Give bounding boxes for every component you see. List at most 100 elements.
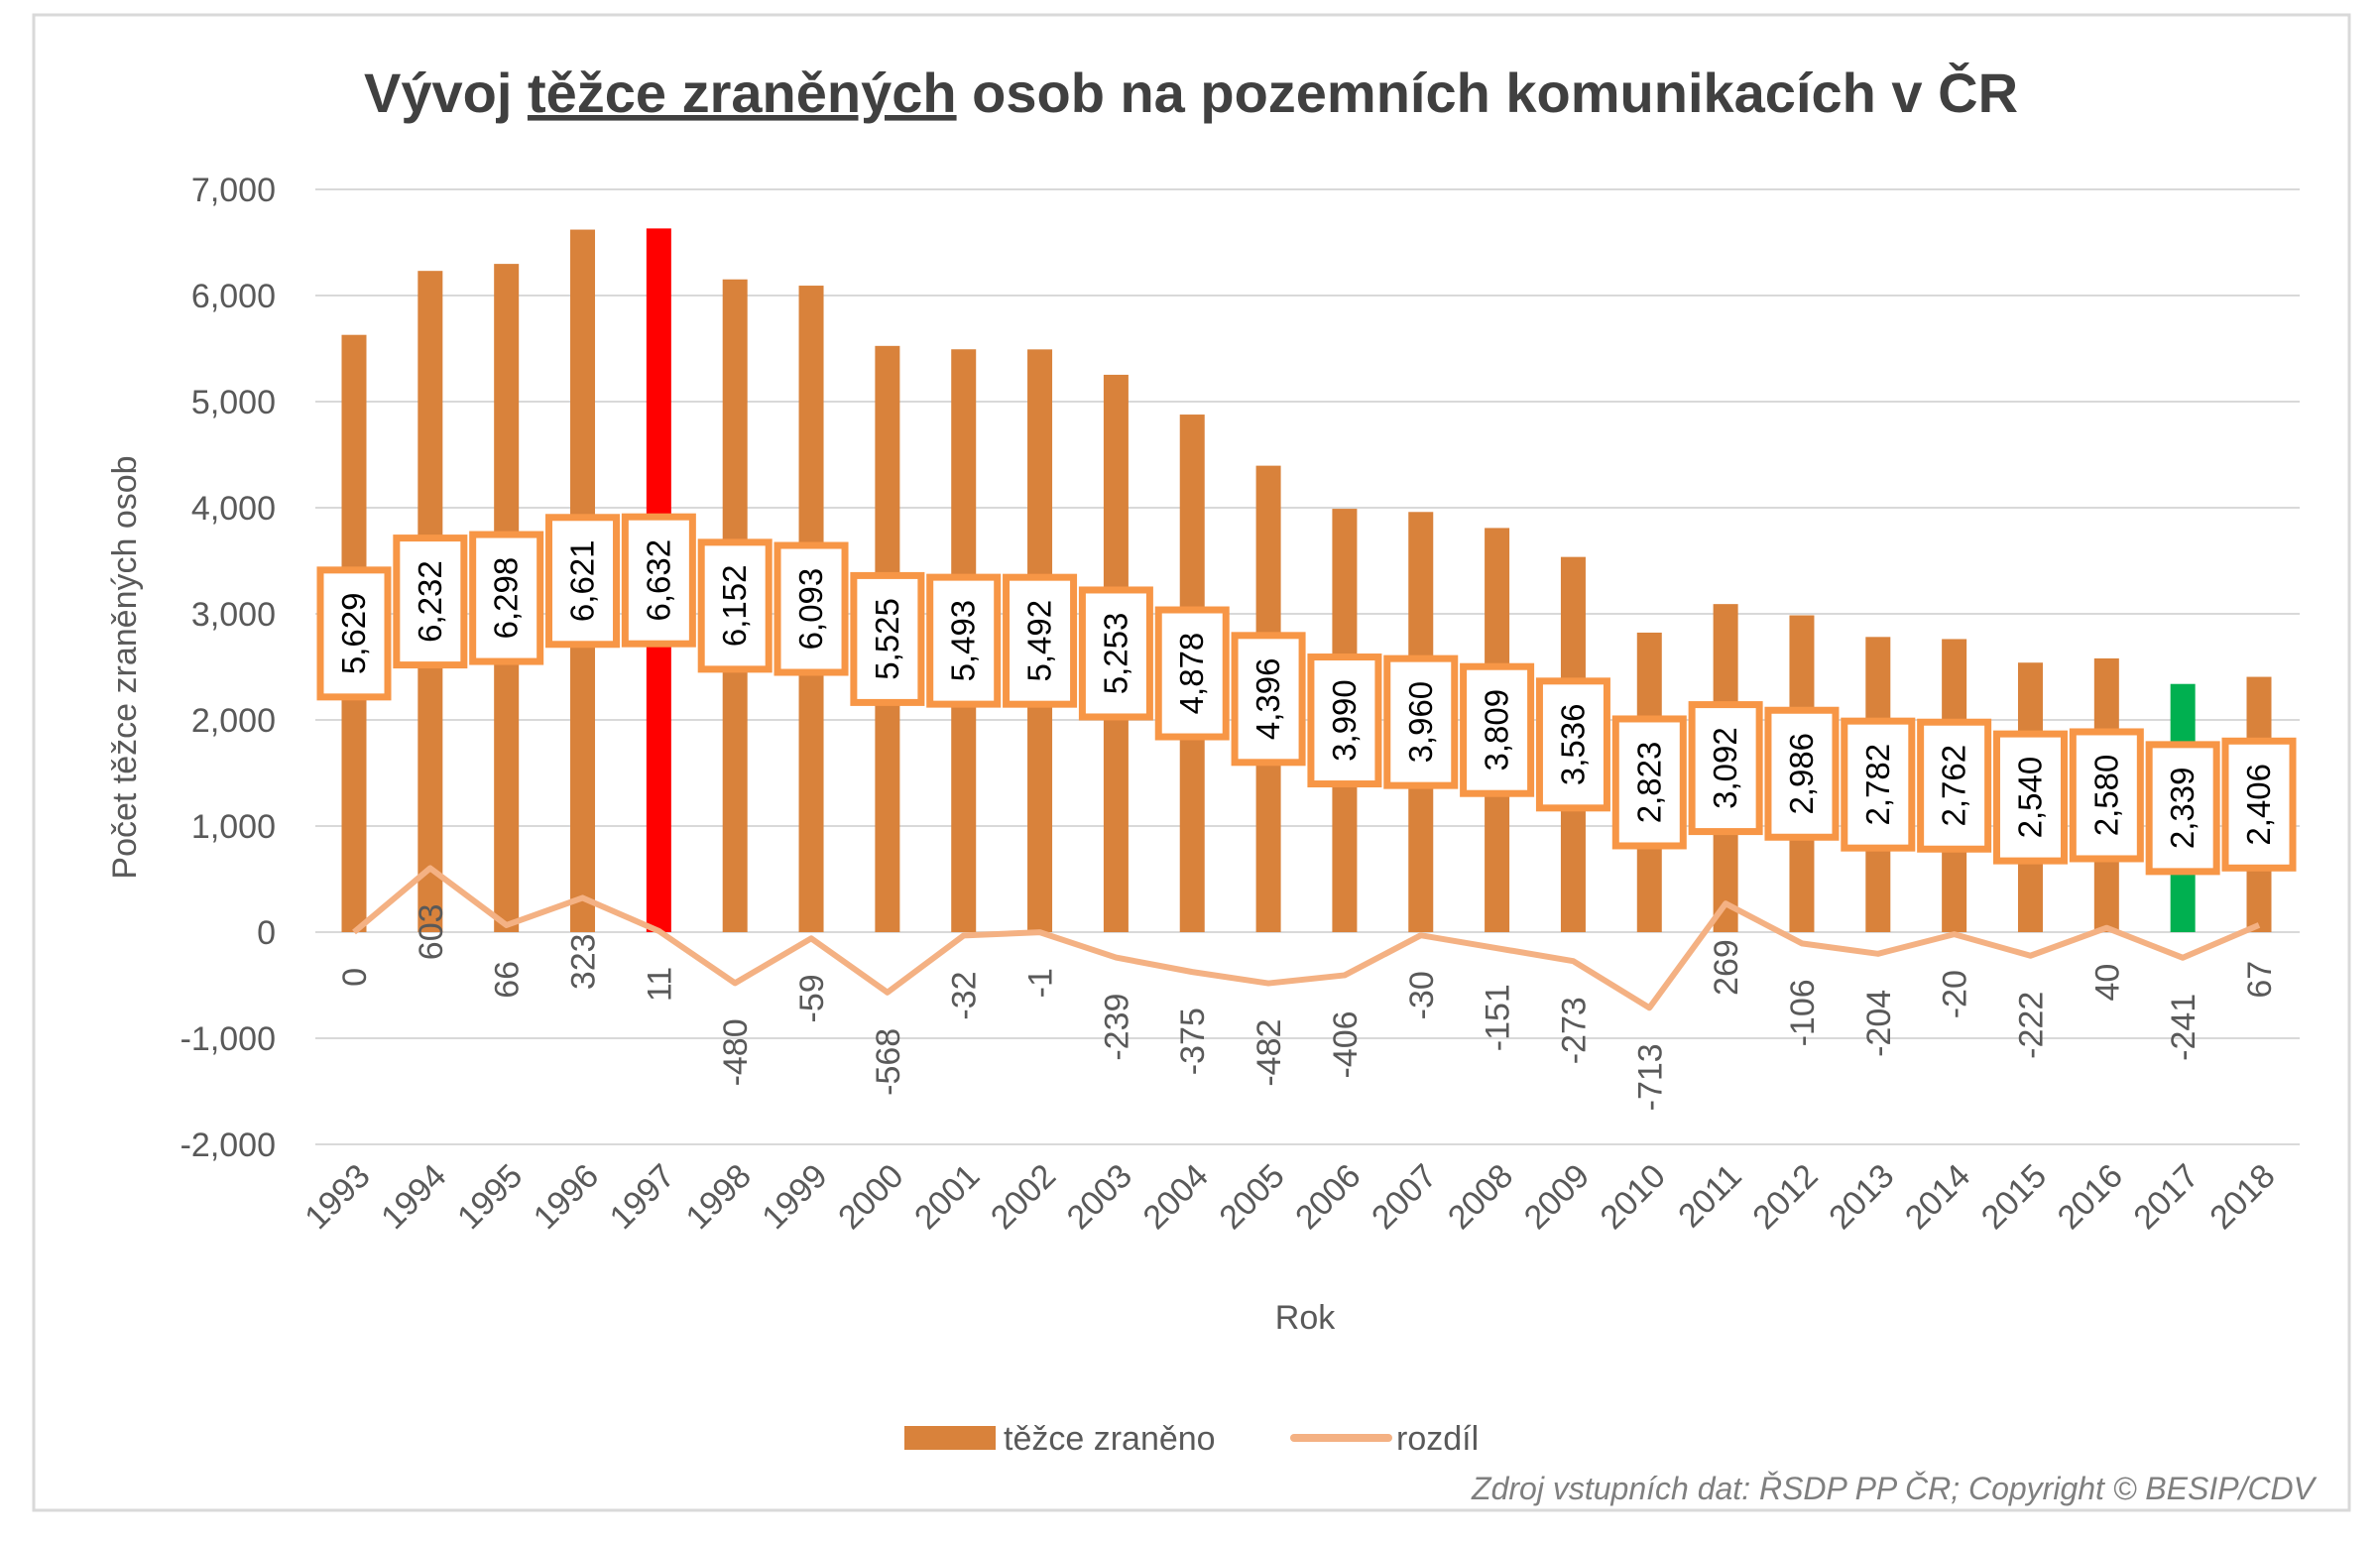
line-data-label: 323	[565, 933, 603, 990]
legend-label-line: rozdíl	[1396, 1420, 1479, 1458]
y-tick-label: 0	[257, 914, 276, 952]
series-line-rozdil	[352, 865, 2261, 1011]
line-data-label: 0	[336, 968, 374, 987]
bar-label-box	[2145, 741, 2220, 876]
bar-data-label: 6,621	[564, 539, 601, 622]
bar-label-box	[850, 571, 925, 706]
line-data-label: -482	[1250, 1019, 1288, 1087]
line-data-labels: 0 603 66 323 11 -480 -59 -568 -32 -1 -239 -375 -482 -…	[336, 903, 2279, 1111]
bar-label-box	[1307, 653, 1382, 788]
legend-swatch-bar	[904, 1426, 996, 1450]
bar-data-label: 2,823	[1630, 742, 1667, 824]
bar-label-box	[2221, 737, 2297, 872]
y-tick-labels: 7,000 6,000 5,000 4,000 3,000 2,000 1,000 0 -1,0…	[180, 172, 276, 1164]
bar-label-box	[1154, 606, 1230, 741]
line-data-label: -20	[1937, 970, 1974, 1018]
bar-data-label: 6,152	[716, 565, 753, 648]
line-data-label: -480	[717, 1018, 755, 1086]
line-data-label: -1	[1022, 968, 1060, 998]
legend: těžce zraněno rozdíl	[904, 1420, 1479, 1458]
line-data-label: -568	[870, 1028, 907, 1096]
y-tick-label: 5,000	[191, 384, 276, 421]
bar-data-label: 4,878	[1173, 633, 1210, 715]
line-data-label: -204	[1860, 990, 1898, 1057]
line-data-label: -375	[1174, 1008, 1212, 1075]
bar-data-label: 5,492	[1021, 600, 1058, 682]
source-note: Zdroj vstupních dat: ŘSDP PP ČR; Copyrig…	[1471, 1471, 2318, 1506]
bar-label-box	[1764, 706, 1840, 841]
line-data-label: -713	[1631, 1043, 1669, 1111]
bar-data-label: 4,396	[1250, 658, 1286, 741]
y-tick-label: 4,000	[191, 490, 276, 528]
bar-label-box	[1078, 586, 1153, 721]
bar-data-label: 2,406	[2240, 764, 2277, 846]
line-data-label: -30	[1403, 971, 1441, 1019]
line-data-label: 603	[413, 903, 450, 960]
bar-label-box	[1992, 730, 2068, 865]
line-data-label: -273	[1555, 997, 1593, 1064]
bar-data-label: 5,253	[1097, 613, 1133, 695]
bar-data-label: 3,809	[1479, 689, 1515, 772]
line-data-label: 67	[2241, 961, 2279, 999]
bar-data-label: 2,580	[2087, 755, 2124, 837]
line-data-label: -151	[1480, 984, 1517, 1051]
line-data-label: -59	[793, 974, 831, 1022]
bar-data-label: 6,093	[792, 568, 829, 651]
bar-label-box	[1841, 717, 1916, 852]
bar-data-labels: 5,629 6,232 6,298 6,621 6,632 6,152 6,093 5,525…	[316, 513, 2297, 876]
bar-label-box	[1535, 677, 1610, 812]
y-tick-label: 3,000	[191, 596, 276, 634]
bar-label-box	[393, 534, 468, 669]
bar-label-box	[1231, 632, 1306, 767]
bar-label-box	[1611, 715, 1687, 850]
bar-data-label: 5,629	[335, 593, 372, 675]
bar-data-label: 2,986	[1783, 733, 1820, 815]
bar-label-box	[1917, 718, 1992, 853]
x-axis-title: Rok	[1275, 1299, 1336, 1337]
line-data-label: 40	[2088, 964, 2126, 1002]
bar-label-box	[545, 514, 621, 649]
bar-label-box	[2069, 728, 2144, 863]
line-data-label: -106	[1784, 979, 1822, 1046]
bar-data-label: 3,092	[1707, 727, 1743, 809]
bar-label-box	[926, 573, 1002, 708]
line-data-label: -406	[1327, 1010, 1365, 1078]
bar-label-box	[469, 531, 544, 665]
legend-label-bar: těžce zraněno	[1004, 1420, 1216, 1458]
bar-data-label: 3,990	[1326, 679, 1363, 762]
bar-label-box	[1003, 573, 1078, 708]
bar-data-label: 2,339	[2164, 768, 2201, 850]
bar-data-label: 6,298	[488, 557, 525, 640]
line-data-label: 11	[641, 967, 678, 1002]
bar-data-label: 2,540	[2011, 757, 2048, 839]
bar-data-label: 2,762	[1936, 745, 1972, 827]
bar-data-label: 6,232	[412, 560, 448, 643]
line-data-label: -222	[2012, 992, 2050, 1059]
title-part-3: osob na pozemních komunikacích v ČR	[957, 61, 2018, 124]
y-tick-label: 6,000	[191, 278, 276, 315]
bar-data-label: 5,525	[869, 598, 905, 680]
chart-title: Vývoj těžce zraněných osob na pozemních …	[364, 61, 2018, 124]
bar-label-box	[774, 541, 849, 676]
line-data-label: 269	[1708, 939, 1745, 996]
bar-label-box	[316, 566, 392, 701]
y-axis-title: Počet těžce zraněných osob	[106, 455, 144, 879]
bar-data-label: 3,536	[1554, 704, 1591, 786]
bar-label-box	[1688, 701, 1763, 836]
line-data-label: -241	[2165, 994, 2202, 1061]
bar-data-label: 5,493	[945, 600, 982, 682]
y-tick-label: -2,000	[180, 1127, 276, 1164]
bar-data-label: 3,960	[1402, 681, 1439, 764]
line-data-label: 66	[489, 961, 527, 999]
y-tick-label: 2,000	[191, 702, 276, 740]
line-data-label: -32	[946, 971, 984, 1019]
line-data-label: -239	[1098, 994, 1135, 1061]
y-tick-label: 7,000	[191, 172, 276, 209]
bar-label-box	[1460, 662, 1535, 797]
title-part-1: Vývoj	[364, 61, 528, 124]
bar-label-box	[621, 513, 696, 648]
y-tick-label: 1,000	[191, 808, 276, 846]
y-tick-label: -1,000	[180, 1020, 276, 1058]
bar-data-label: 6,632	[640, 539, 676, 622]
